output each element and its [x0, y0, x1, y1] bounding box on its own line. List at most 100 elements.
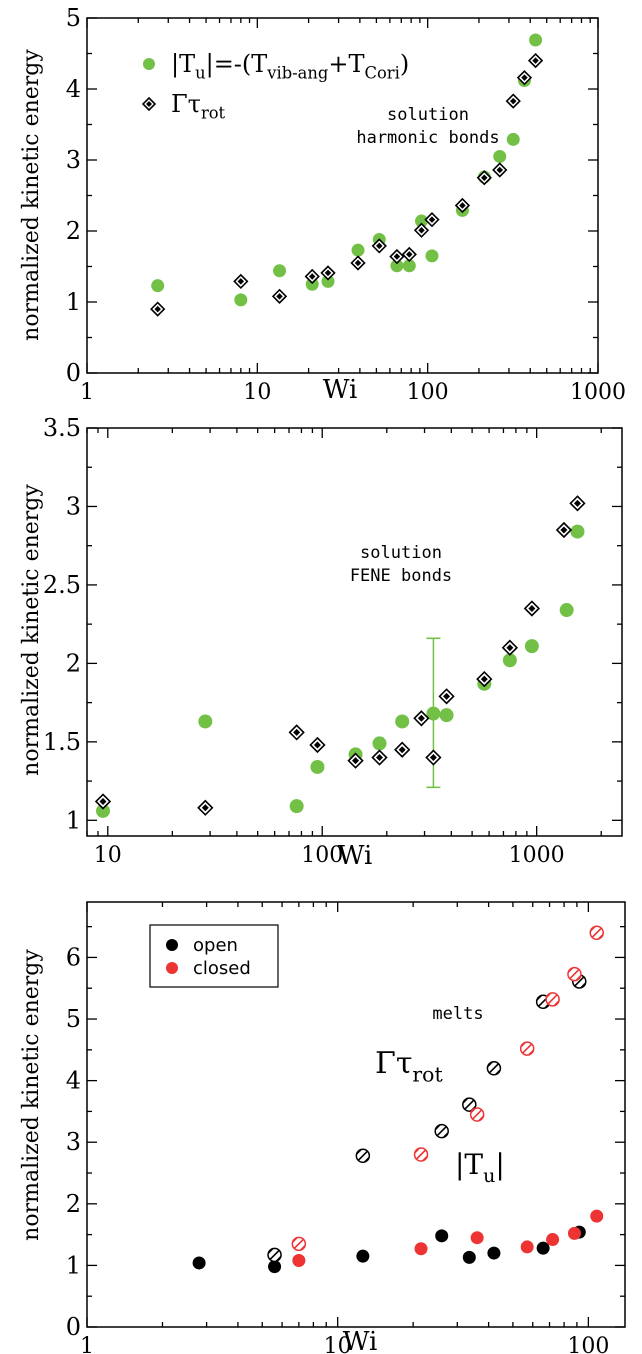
- data-point-green-circle: [414, 214, 428, 228]
- y-tick-label: 3: [66, 146, 81, 174]
- data-point-black-circle: [536, 1241, 550, 1255]
- annotation-fene-bonds: FENE bonds: [350, 566, 452, 586]
- data-point-green-circle: [493, 149, 507, 163]
- y-tick-label: 2: [66, 1190, 81, 1218]
- legend-label-closed: closed: [193, 958, 251, 979]
- annotation-solution: solution: [360, 543, 442, 563]
- data-point-diamond: [320, 265, 336, 281]
- data-point-green-circle: [96, 803, 111, 818]
- y-tick-label: 3: [66, 492, 81, 520]
- data-point-green-circle: [321, 274, 335, 288]
- data-point-diamond: [197, 799, 214, 816]
- data-point-diamond: [413, 710, 430, 727]
- data-point-red-hatched: [519, 1041, 535, 1056]
- data-point-black-circle: [268, 1260, 282, 1274]
- data-point-red-hatched: [589, 925, 604, 941]
- data-point-black-hatched: [355, 1148, 371, 1164]
- data-point-diamond: [492, 162, 508, 178]
- y-axis-label: normalized kinetic energy: [19, 49, 44, 341]
- data-point-red-circle: [292, 1253, 306, 1267]
- legend: |Tu|=-(Tvib-ang+TCori) Γτrot: [141, 50, 409, 123]
- data-point-diamond: [371, 749, 388, 766]
- legend-label-gamma: Γτrot: [171, 90, 226, 123]
- data-point-diamond: [523, 600, 541, 617]
- legend-marker-open: [166, 939, 178, 951]
- y-tick-label: 6: [66, 943, 81, 971]
- data-point-green-circle: [390, 259, 404, 273]
- data-point-diamond: [233, 273, 249, 290]
- data-point-red-hatched: [291, 1236, 307, 1252]
- y-tick-label: 0: [66, 1313, 81, 1341]
- data-point-red-circle: [546, 1233, 560, 1247]
- y-tick-label: 2: [66, 649, 81, 677]
- data-point-green-circle: [289, 799, 304, 814]
- data-point-green-circle: [351, 243, 365, 257]
- y-tick-label: 1.5: [43, 728, 81, 756]
- data-point-red-circle: [567, 1226, 581, 1240]
- data-point-diamond: [150, 301, 166, 317]
- data-point-red-hatched: [567, 966, 582, 982]
- plot-frame: [86, 427, 623, 837]
- data-point-black-circle: [356, 1249, 370, 1263]
- data-point-black-hatched: [434, 1123, 449, 1139]
- data-point-diamond: [516, 70, 533, 86]
- data-point-diamond: [394, 741, 411, 758]
- data-point-red-circle: [590, 1209, 604, 1223]
- data-point-green-circle: [305, 277, 319, 291]
- data-point-diamond: [350, 255, 366, 271]
- x-tick-label: 100: [407, 380, 449, 405]
- data-point-black-circle: [462, 1250, 476, 1264]
- y-axis-label: normalized kinetic energy: [19, 949, 44, 1241]
- data-point-green-circle: [529, 33, 543, 47]
- chart-panel-fene: 10 100 1000 1 1.5 2 2.5 3 3.5 Wi normalized kine…: [19, 414, 623, 871]
- data-point-diamond: [555, 521, 573, 539]
- data-point-diamond: [94, 793, 112, 810]
- x-axis-label: Wi: [323, 375, 358, 405]
- data-point-red-circle: [520, 1240, 534, 1254]
- data-point-diamond: [389, 248, 405, 265]
- data-point-diamond: [569, 495, 586, 512]
- data-point-green-circle: [570, 524, 585, 539]
- data-point-red-hatched: [413, 1147, 429, 1162]
- x-tick-label: 1000: [570, 380, 626, 405]
- data-point-green-circle: [439, 708, 454, 723]
- y-tick-label: 4: [66, 75, 81, 103]
- data-point-diamond: [501, 639, 519, 656]
- x-tick-label: 100: [567, 1334, 609, 1354]
- x-tick-label: 10: [324, 1334, 352, 1354]
- data-point-diamond: [438, 688, 455, 705]
- annotation-melts: melts: [432, 1004, 483, 1024]
- data-point-diamond: [304, 268, 320, 285]
- x-axis-label: Wi: [338, 841, 373, 871]
- annotation-harmonic-bonds: harmonic bonds: [356, 128, 499, 148]
- data-point-diamond: [454, 197, 471, 214]
- data-point-diamond: [527, 52, 544, 69]
- y-tick-label: 0: [66, 359, 81, 387]
- data-point-red-circle: [470, 1231, 484, 1245]
- data-point-green-circle: [524, 639, 539, 654]
- data-point-green-circle: [310, 759, 325, 774]
- data-point-green-circle: [502, 653, 517, 668]
- label-tu: |Tu|: [455, 1148, 505, 1187]
- data-point-diamond: [424, 212, 440, 228]
- y-tick-label: 3.5: [43, 414, 81, 442]
- x-axis-label: Wi: [343, 1327, 378, 1354]
- data-point-red-circle: [414, 1242, 428, 1256]
- y-tick-label: 1: [66, 288, 81, 316]
- y-tick-label: 5: [66, 4, 81, 32]
- x-tick-label: 1000: [509, 843, 565, 868]
- data-point-diamond: [401, 246, 417, 263]
- data-point-black-circle: [192, 1256, 206, 1270]
- data-point-green-circle: [506, 132, 520, 146]
- data-point-green-circle: [151, 279, 165, 293]
- data-point-diamond: [371, 238, 387, 254]
- data-point-green-circle: [559, 603, 574, 618]
- data-point-green-circle: [395, 714, 410, 729]
- legend-marker-closed: [166, 962, 178, 974]
- legend: open closed: [149, 924, 279, 988]
- y-tick-label: 1: [66, 806, 81, 834]
- data-point-green-circle: [426, 706, 441, 721]
- x-tick-label: 100: [301, 843, 343, 868]
- data-point-diamond: [288, 724, 305, 741]
